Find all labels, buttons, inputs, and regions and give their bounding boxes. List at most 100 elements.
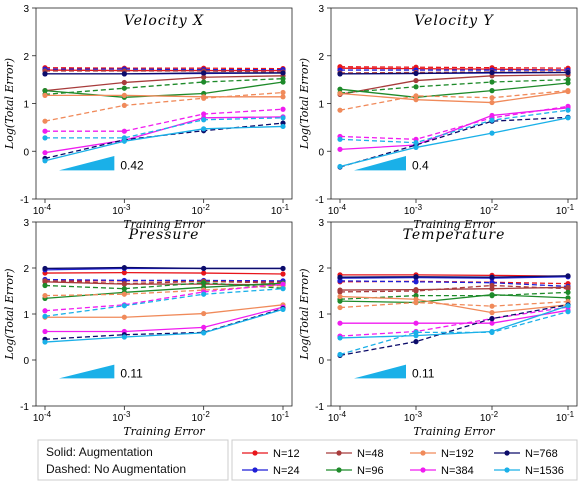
series-line [339, 109, 569, 144]
series-legend-box [231, 439, 578, 481]
data-point [489, 79, 495, 85]
data-point [565, 88, 571, 94]
y-tick-label: 0 [23, 356, 29, 367]
series-line [339, 295, 569, 314]
data-point [201, 95, 207, 101]
data-point [337, 90, 343, 97]
x-tick-label: 10-3 [404, 203, 423, 217]
legend-label: N=768 [525, 448, 558, 460]
data-point [121, 264, 127, 271]
y-tick-label: 3 [318, 4, 324, 15]
data-point [42, 118, 48, 124]
series-line [339, 82, 569, 98]
series-line [339, 67, 569, 71]
data-point [201, 79, 207, 85]
x-tick-label: 10-2 [192, 410, 211, 424]
data-point [337, 146, 343, 152]
series-line [44, 75, 284, 92]
x-axis-label: Training Error [123, 218, 205, 231]
x-axis-label: Training Error [413, 218, 495, 231]
data-point [413, 93, 419, 99]
legend-label: N=192 [441, 448, 474, 460]
data-point [201, 270, 207, 276]
data-point [565, 103, 571, 109]
legend-label: N=96 [357, 465, 384, 477]
chart-title: Pressure [128, 227, 200, 243]
slope-triangle [354, 156, 406, 171]
style-note-box [37, 439, 229, 481]
data-point [565, 309, 571, 315]
y-tick-label: 3 [23, 218, 29, 229]
legend-label: N=1536 [525, 465, 564, 477]
x-tick-label: 10-1 [271, 410, 290, 424]
series-line [339, 78, 569, 94]
y-tick-label: 2 [318, 52, 324, 63]
data-point [280, 123, 286, 130]
legend-marker [336, 450, 342, 456]
series-line [339, 306, 569, 337]
y-tick-label: 1 [23, 100, 29, 111]
legend-label: N=24 [273, 465, 300, 477]
data-point [280, 265, 286, 272]
data-point [565, 115, 571, 121]
data-point [489, 329, 495, 335]
series-line [45, 117, 284, 139]
data-point [413, 279, 419, 285]
slope-label: 0.4 [412, 158, 429, 172]
data-point [201, 291, 207, 297]
data-point [280, 281, 286, 287]
data-point [42, 92, 48, 98]
legend-marker [504, 467, 510, 473]
y-tick-label: 0 [318, 356, 324, 367]
data-point [413, 77, 419, 84]
data-point [280, 271, 286, 277]
data-point [121, 281, 127, 287]
data-point [201, 280, 207, 286]
slope-triangle [354, 364, 406, 379]
data-point [201, 265, 207, 272]
series-line [45, 72, 283, 75]
data-point [337, 136, 343, 142]
data-point [413, 274, 419, 280]
data-point [42, 128, 48, 134]
data-point [413, 97, 419, 103]
series-line [44, 308, 284, 343]
x-tick-label: 10-4 [328, 203, 347, 217]
chart-panel: Pressure -1 0 1 2 3 10-4 10-3 10-2 10-1 Training E… [3, 218, 293, 438]
legend-marker [420, 467, 426, 473]
data-point [489, 320, 495, 326]
data-point [280, 306, 286, 312]
series-line [45, 108, 284, 132]
y-tick-label: 1 [318, 100, 324, 111]
y-axis-label: Log(Total Error) [298, 268, 311, 360]
data-point [121, 314, 127, 320]
series-line [45, 306, 284, 333]
series-line [339, 284, 569, 293]
y-axis-label: Log(Total Error) [3, 58, 16, 150]
data-point [121, 303, 127, 309]
y-tick-label: 2 [318, 264, 324, 275]
series-line [339, 286, 569, 291]
data-point [337, 278, 343, 284]
data-point [489, 310, 495, 316]
data-point [121, 291, 127, 297]
data-point [121, 135, 127, 141]
data-point [413, 299, 419, 306]
data-point [280, 94, 286, 100]
series-line [44, 282, 284, 300]
data-point [337, 320, 343, 326]
slope-triangle [59, 364, 115, 379]
y-tick-label: -1 [20, 402, 29, 413]
series-line [339, 294, 569, 304]
data-point [337, 304, 343, 311]
chart-title: Velocity Y [414, 13, 494, 29]
data-point [489, 316, 495, 322]
data-point [489, 99, 495, 106]
data-point [489, 117, 495, 123]
data-point [565, 69, 571, 76]
y-tick-label: 0 [23, 147, 29, 158]
data-point [42, 282, 48, 289]
data-point [42, 265, 48, 272]
data-point [337, 107, 343, 113]
data-point [413, 329, 419, 335]
